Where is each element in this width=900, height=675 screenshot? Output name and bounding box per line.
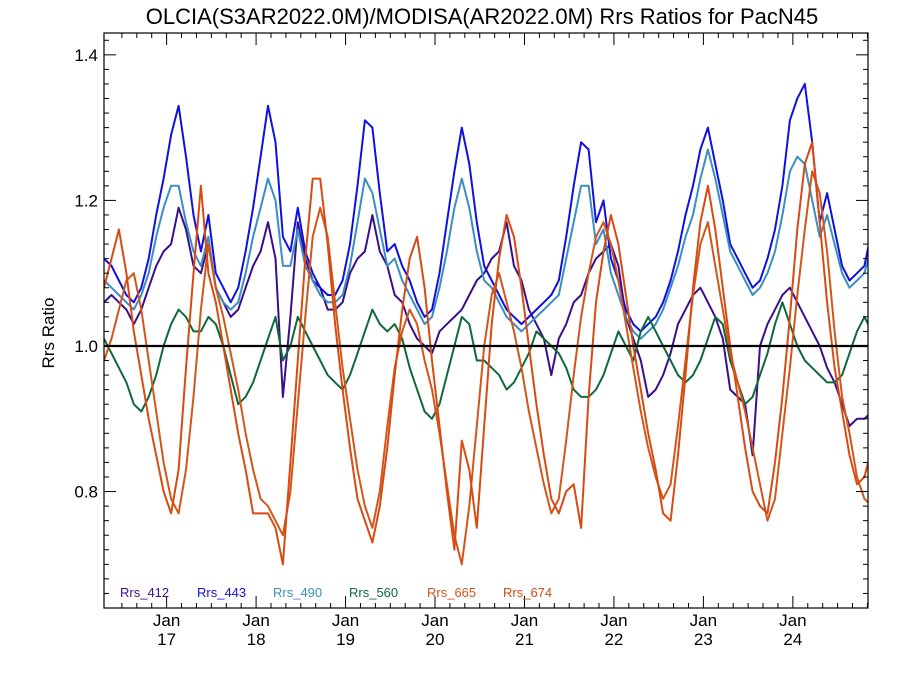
x-tick-label-month: Jan: [421, 611, 448, 630]
series-line-rrs-674: [104, 141, 868, 566]
x-tick-label-year: 22: [604, 630, 623, 649]
y-tick-label: 1.4: [74, 46, 98, 65]
legend-label-rrs-665: Rrs_665: [427, 585, 476, 600]
legend-label-rrs-443: Rrs_443: [197, 585, 246, 600]
plot-area: 0.81.01.21.4Jan17Jan18Jan19Jan20Jan21Jan…: [74, 32, 869, 649]
y-tick-label: 1.2: [74, 191, 98, 210]
series-line-rrs-665: [104, 170, 868, 566]
chart-title: OLCIA(S3AR2022.0M)/MODISA(AR2022.0M) Rrs…: [146, 4, 818, 29]
y-axis-label: Rrs Ratio: [39, 298, 58, 369]
x-tick-label-year: 19: [336, 630, 355, 649]
plot-frame: [103, 32, 869, 609]
x-tick-label-month: Jan: [242, 611, 269, 630]
x-tick-label-month: Jan: [511, 611, 538, 630]
x-tick-label-year: 23: [694, 630, 713, 649]
legend-label-rrs-560: Rrs_560: [349, 585, 398, 600]
x-tick-label-year: 18: [247, 630, 266, 649]
x-tick-label-year: 20: [426, 630, 445, 649]
y-tick-label: 0.8: [74, 483, 98, 502]
x-tick-label-year: 17: [157, 630, 176, 649]
series-line-rrs-412: [104, 206, 868, 457]
x-tick-label-month: Jan: [690, 611, 717, 630]
legend-label-rrs-490: Rrs_490: [273, 585, 322, 600]
series-line-rrs-490: [104, 148, 868, 340]
legend-label-rrs-674: Rrs_674: [503, 585, 552, 600]
series-line-rrs-560: [104, 301, 868, 420]
x-tick-label-year: 21: [515, 630, 534, 649]
x-tick-label-month: Jan: [600, 611, 627, 630]
x-tick-label-month: Jan: [332, 611, 359, 630]
x-tick-label-month: Jan: [153, 611, 180, 630]
series-line-rrs-443: [104, 82, 868, 333]
x-tick-label-month: Jan: [779, 611, 806, 630]
legend-label-rrs-412: Rrs_412: [120, 585, 169, 600]
y-tick-label: 1.0: [74, 337, 98, 356]
x-tick-label-year: 24: [783, 630, 802, 649]
